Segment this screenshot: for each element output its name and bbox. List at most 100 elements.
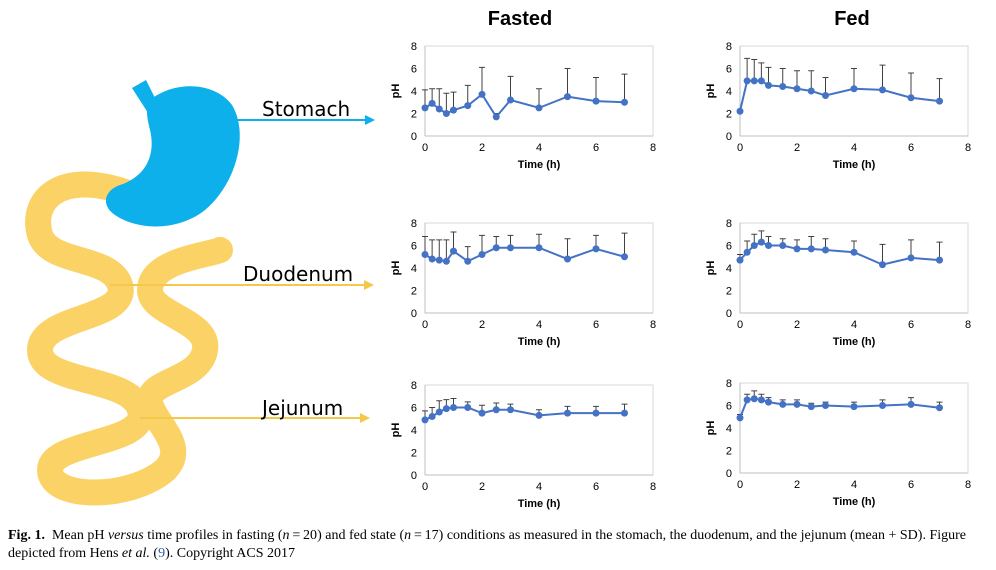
y-tick-label: 6 [411, 241, 417, 253]
data-point [907, 94, 915, 102]
chart-stomach-fasted: 0 2 4 6 8 0 2 4 6 8 Time (h) pH [390, 41, 656, 171]
data-point [507, 244, 514, 252]
y-tick-label: 0 [411, 308, 417, 320]
plot-frame [739, 222, 969, 314]
y-tick-label: 0 [726, 131, 732, 143]
x-tick-label: 6 [593, 481, 599, 493]
x-tick-label: 4 [536, 481, 542, 493]
x-tick-label: 6 [908, 142, 914, 154]
caption-part5: ( [149, 546, 159, 561]
x-tick-label: 4 [536, 319, 542, 331]
column-title-fed: Fed [834, 8, 870, 30]
data-point [743, 248, 751, 256]
y-tick-label: 2 [726, 446, 732, 458]
y-tick-label: 2 [411, 448, 417, 460]
y-tick-label: 4 [411, 86, 417, 98]
x-tick-label: 0 [737, 142, 743, 154]
plot-frame [424, 384, 654, 476]
data-point [450, 404, 457, 411]
data-point [822, 402, 829, 409]
data-point [822, 246, 829, 254]
data-point [879, 402, 886, 409]
x-tick-label: 8 [650, 481, 656, 493]
y-tick-label: 4 [726, 86, 732, 98]
data-point [743, 396, 751, 404]
organ-label-duodenum: Duodenum [243, 262, 354, 286]
y-axis-label: pH [390, 423, 402, 438]
data-point [850, 403, 858, 411]
data-point [757, 77, 765, 85]
y-axis-label: pH [705, 84, 717, 99]
caption-versus: versus [107, 528, 144, 543]
stomach-arrow [232, 115, 375, 125]
y-tick-label: 2 [411, 109, 417, 121]
data-point [435, 408, 443, 416]
organ-label-stomach: Stomach [262, 97, 351, 121]
data-point [464, 102, 472, 110]
data-point [478, 90, 486, 98]
data-point [907, 254, 915, 262]
data-point [592, 97, 600, 105]
data-point [765, 81, 772, 89]
x-axis-label: Time (h) [833, 336, 876, 348]
y-tick-label: 0 [411, 470, 417, 482]
data-point [428, 255, 436, 263]
data-point [907, 400, 915, 408]
x-tick-label: 2 [479, 481, 485, 493]
caption-part3: ) and fed state ( [317, 528, 405, 543]
column-title-fasted: Fasted [487, 8, 553, 30]
y-tick-label: 4 [411, 425, 417, 437]
chart-stomach-fed: 0 2 4 6 8 0 2 4 6 8 Time (h) pH [705, 41, 971, 171]
data-point [807, 403, 815, 411]
caption-part2: time profiles in fasting ( [143, 528, 283, 543]
x-tick-label: 0 [737, 479, 743, 491]
data-point [507, 406, 514, 414]
data-point [779, 83, 787, 90]
x-tick-label: 8 [965, 479, 971, 491]
figure-caption: Fig. 1. Mean pH versus time profiles in … [8, 527, 990, 563]
x-tick-label: 2 [794, 479, 800, 491]
caption-reference-link[interactable]: 9 [158, 546, 166, 561]
data-point [936, 97, 943, 105]
data-point [442, 257, 450, 265]
y-tick-label: 8 [411, 218, 417, 230]
x-tick-label: 4 [851, 479, 857, 491]
caption-etal: et al. [121, 546, 150, 561]
x-axis-label: Time (h) [518, 336, 561, 348]
data-point [936, 404, 943, 412]
data-point [850, 85, 858, 93]
data-point [822, 92, 829, 99]
x-tick-label: 0 [422, 481, 428, 493]
chart-jejunum-fasted: 0 2 4 6 8 0 2 4 6 8 Time (h) pH [390, 380, 656, 510]
y-tick-label: 6 [726, 401, 732, 413]
caption-n2-var: n [404, 528, 412, 543]
data-point [793, 85, 801, 93]
x-tick-label: 2 [794, 319, 800, 331]
duodenum-arrow [110, 280, 374, 290]
data-point [421, 416, 429, 424]
data-point [478, 409, 486, 417]
data-point [450, 106, 457, 114]
caption-n1-var: n [282, 528, 290, 543]
x-tick-label: 8 [965, 319, 971, 331]
x-axis-label: Time (h) [833, 159, 876, 171]
organ-label-jejunum: Jejunum [262, 396, 344, 420]
y-tick-label: 0 [726, 308, 732, 320]
y-tick-label: 6 [411, 64, 417, 76]
data-point [621, 253, 628, 261]
data-point [736, 414, 744, 422]
y-tick-label: 8 [726, 218, 732, 230]
data-point [750, 77, 758, 85]
data-point [535, 104, 543, 112]
caption-part6: ). Copyright ACS 2017 [165, 546, 295, 561]
data-point [757, 396, 765, 404]
data-point [492, 244, 500, 252]
y-tick-label: 0 [726, 468, 732, 480]
caption-n2-val: = 17 [411, 528, 439, 543]
data-point [592, 409, 600, 417]
x-tick-label: 8 [650, 142, 656, 154]
x-tick-label: 4 [851, 319, 857, 331]
x-tick-label: 0 [422, 142, 428, 154]
data-point [936, 256, 943, 264]
data-point [435, 105, 443, 113]
